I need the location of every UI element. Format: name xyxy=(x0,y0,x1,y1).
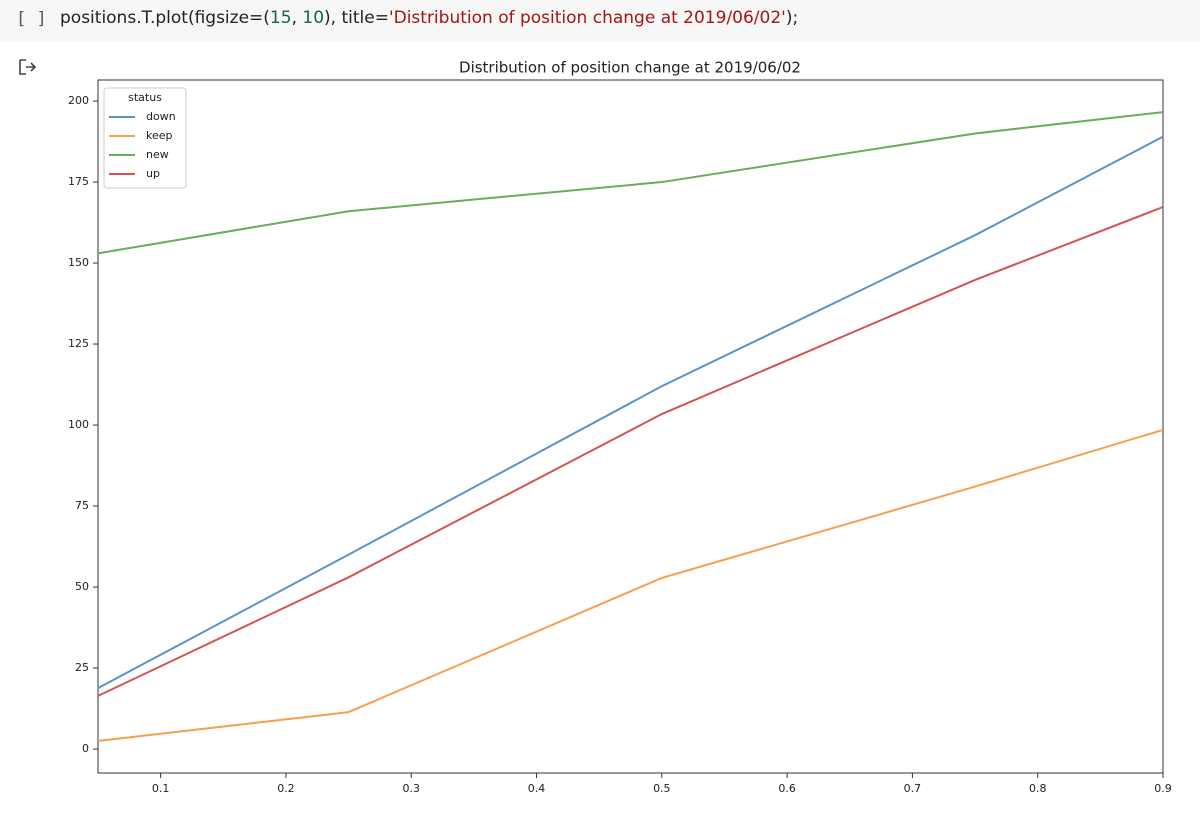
legend-label: keep xyxy=(146,129,173,142)
x-tick-label: 0.1 xyxy=(152,782,170,795)
legend-box xyxy=(103,87,187,189)
series-line xyxy=(97,111,1164,255)
code-token: 'Distribution of position change at 2019… xyxy=(388,8,786,28)
x-tick-label: 0.6 xyxy=(778,782,796,795)
legend-label: new xyxy=(146,148,169,161)
legend-label: down xyxy=(146,110,176,123)
y-tick-label: 25 xyxy=(75,661,89,674)
x-tick-label: 0.8 xyxy=(1029,782,1047,795)
legend: status down keep new up xyxy=(103,87,187,189)
output-icon xyxy=(19,59,37,75)
y-tick-label: 200 xyxy=(68,94,89,107)
x-tick-label: 0.9 xyxy=(1154,782,1172,795)
chart-title: Distribution of position change at 2019/… xyxy=(459,59,801,77)
y-tick-label: 0 xyxy=(82,742,89,755)
y-tick-label: 125 xyxy=(68,337,89,350)
y-tick-label: 175 xyxy=(68,175,89,188)
code-token: positions.T.plot(figsize=( xyxy=(60,8,270,28)
code-token: ); xyxy=(785,8,799,28)
y-tick-label: 50 xyxy=(75,580,89,593)
legend-title: status xyxy=(128,91,162,104)
code-token: , xyxy=(291,8,303,28)
x-tick-label: 0.2 xyxy=(277,782,295,795)
code-token: ), title= xyxy=(324,8,389,28)
x-tick-label: 0.7 xyxy=(904,782,922,795)
series-line xyxy=(97,135,1164,689)
chart: Distribution of position change at 2019/… xyxy=(19,59,1172,795)
y-tick-label: 150 xyxy=(68,256,89,269)
x-tick-label: 0.5 xyxy=(653,782,671,795)
code-cell[interactable]: [ ] positions.T.plot(figsize=(15, 10), t… xyxy=(0,0,1200,42)
x-tick-label: 0.4 xyxy=(528,782,546,795)
x-tick-label: 0.3 xyxy=(402,782,420,795)
run-button[interactable]: [ ] xyxy=(16,9,47,29)
code-token: 15 xyxy=(269,8,292,28)
y-tick-label: 100 xyxy=(68,418,89,431)
legend-label: up xyxy=(146,167,160,180)
series-line xyxy=(97,428,1164,742)
y-tick-label: 75 xyxy=(75,499,89,512)
code-token: 10 xyxy=(302,8,325,28)
series-line xyxy=(97,206,1164,697)
code[interactable]: positions.T.plot(figsize=(15, 10), title… xyxy=(60,8,798,28)
plot-area xyxy=(97,79,1164,774)
